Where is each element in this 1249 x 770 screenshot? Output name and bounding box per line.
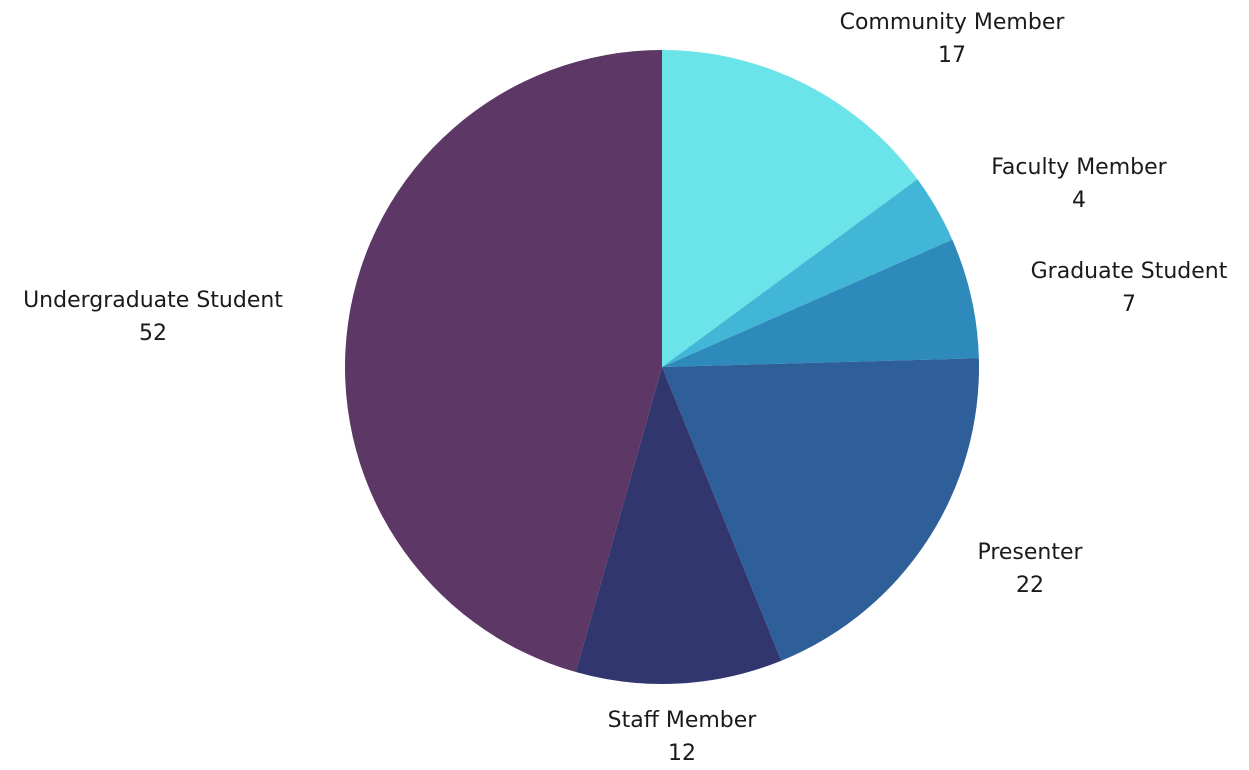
slice-label: Presenter 22 [977, 536, 1082, 602]
slice-label-value: 22 [1016, 573, 1044, 598]
slice-label: Community Member 17 [840, 6, 1065, 72]
slice-label-name: Graduate Student [1030, 259, 1228, 284]
slice-label-name: Faculty Member [991, 155, 1167, 180]
slice-label-value: 7 [1121, 292, 1136, 317]
slice-label: Graduate Student 7 [1031, 255, 1228, 321]
slice-label-name: Community Member [839, 10, 1065, 35]
slice-label-name: Presenter [977, 540, 1083, 565]
pie-slice-community-member [662, 50, 918, 367]
slice-label-name: Undergraduate Student [23, 288, 283, 313]
slice-label: Faculty Member 4 [991, 151, 1166, 217]
pie-slice-staff-member [575, 367, 782, 685]
slice-label: Undergraduate Student 52 [23, 284, 283, 350]
slice-label-value: 17 [938, 43, 966, 68]
pie-slice-graduate-student [662, 239, 979, 367]
slice-label-value: 52 [139, 321, 167, 346]
pie-slice-faculty-member [662, 179, 953, 367]
slice-label: Staff Member 12 [608, 704, 757, 770]
pie-slice-undergraduate-student [344, 49, 662, 673]
slice-label-name: Staff Member [607, 708, 757, 733]
slice-label-value: 4 [1072, 188, 1086, 213]
slice-label-value: 12 [668, 741, 696, 766]
pie-slice-presenter [662, 358, 980, 661]
